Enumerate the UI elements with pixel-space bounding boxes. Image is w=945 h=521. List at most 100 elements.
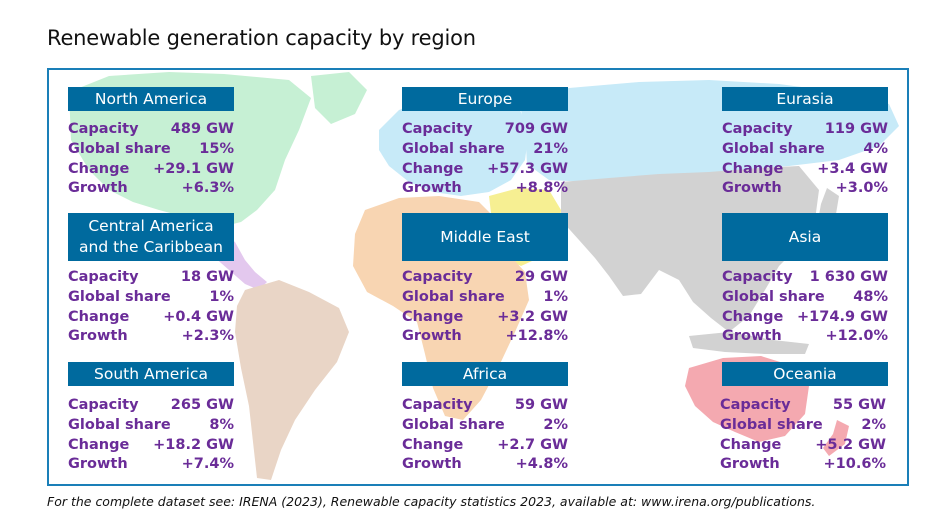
change-row: Change +29.1 GW: [68, 160, 234, 180]
share-row: Global share 2%: [402, 416, 568, 436]
growth-row: Growth +7.4%: [68, 455, 234, 475]
south-america-shape: [235, 280, 349, 480]
growth-row: Growth +12.0%: [722, 327, 888, 347]
region-header-middle-east: Middle East: [402, 213, 568, 261]
growth-value: +12.0%: [825, 328, 888, 345]
change-value: +3.4 GW: [817, 160, 888, 177]
capacity-value: 119 GW: [824, 121, 888, 137]
region-header-europe: Europe: [402, 87, 568, 111]
share-label: Global share: [68, 416, 171, 433]
capacity-row: Capacity 1 630 GW: [722, 268, 888, 288]
change-label: Change: [402, 308, 464, 325]
share-row: Global share 21%: [402, 140, 568, 160]
capacity-value: 709 GW: [504, 121, 568, 137]
change-row: Change +174.9 GW: [722, 308, 888, 328]
share-label: Global share: [68, 140, 171, 157]
growth-label: Growth: [722, 328, 782, 345]
capacity-row: Capacity 29 GW: [402, 268, 568, 288]
page-title: Renewable generation capacity by region: [47, 26, 476, 50]
stats-asia: Capacity 1 630 GW Global share 48% Change +…: [722, 268, 888, 347]
change-label: Change: [402, 436, 464, 453]
indonesia-shape: [689, 332, 809, 354]
change-value: +5.2 GW: [815, 436, 886, 453]
capacity-value: 18 GW: [180, 269, 234, 285]
share-value: 2%: [861, 416, 886, 433]
change-value: +18.2 GW: [153, 436, 234, 453]
share-value: 1%: [543, 288, 568, 305]
growth-row: Growth +2.3%: [68, 327, 234, 347]
growth-value: +10.6%: [823, 456, 886, 473]
change-row: Change +2.7 GW: [402, 436, 568, 456]
change-label: Change: [720, 436, 782, 453]
change-value: +0.4 GW: [163, 308, 234, 325]
growth-label: Growth: [720, 456, 780, 473]
share-label: Global share: [722, 140, 825, 157]
share-row: Global share 2%: [720, 416, 886, 436]
region-header-africa: Africa: [402, 362, 568, 386]
share-value: 2%: [543, 416, 568, 433]
capacity-label: Capacity: [722, 269, 793, 285]
share-value: 4%: [863, 140, 888, 157]
region-header-asia: Asia: [722, 213, 888, 261]
capacity-value: 1 630 GW: [809, 269, 888, 285]
stats-middle-east: Capacity 29 GW Global share 1% Change +3.2 …: [402, 268, 568, 347]
capacity-value: 265 GW: [170, 397, 234, 413]
change-label: Change: [68, 436, 130, 453]
capacity-label: Capacity: [68, 121, 139, 137]
capacity-row: Capacity 489 GW: [68, 120, 234, 140]
share-value: 15%: [199, 140, 234, 157]
change-row: Change +5.2 GW: [720, 436, 886, 456]
share-row: Global share 1%: [402, 288, 568, 308]
share-value: 1%: [209, 288, 234, 305]
share-row: Global share 4%: [722, 140, 888, 160]
change-label: Change: [68, 308, 130, 325]
share-row: Global share 15%: [68, 140, 234, 160]
growth-label: Growth: [68, 328, 128, 345]
growth-label: Growth: [68, 180, 128, 197]
growth-label: Growth: [68, 456, 128, 473]
change-label: Change: [722, 160, 784, 177]
capacity-label: Capacity: [402, 121, 473, 137]
change-value: +3.2 GW: [497, 308, 568, 325]
region-header-south-america: South America: [68, 362, 234, 386]
share-row: Global share 8%: [68, 416, 234, 436]
stats-north-america: Capacity 489 GW Global share 15% Change +29…: [68, 120, 234, 199]
capacity-row: Capacity 709 GW: [402, 120, 568, 140]
region-header-north-america: North America: [68, 87, 234, 111]
capacity-value: 489 GW: [170, 121, 234, 137]
growth-label: Growth: [402, 180, 462, 197]
europe-shape: [379, 94, 529, 196]
capacity-row: Capacity 59 GW: [402, 396, 568, 416]
growth-value: +12.8%: [505, 328, 568, 345]
capacity-label: Capacity: [720, 397, 791, 413]
share-row: Global share 1%: [68, 288, 234, 308]
change-label: Change: [402, 160, 464, 177]
capacity-label: Capacity: [402, 269, 473, 285]
capacity-row: Capacity 55 GW: [720, 396, 886, 416]
share-label: Global share: [402, 288, 505, 305]
region-header-oceania: Oceania: [722, 362, 888, 386]
capacity-row: Capacity 119 GW: [722, 120, 888, 140]
share-value: 48%: [853, 288, 888, 305]
growth-value: +4.8%: [515, 456, 568, 473]
change-label: Change: [68, 160, 130, 177]
share-value: 8%: [209, 416, 234, 433]
share-label: Global share: [68, 288, 171, 305]
share-value: 21%: [533, 140, 568, 157]
growth-value: +7.4%: [181, 456, 234, 473]
stats-central-america: Capacity 18 GW Global share 1% Change +0.4 …: [68, 268, 234, 347]
stats-eurasia: Capacity 119 GW Global share 4% Change +3.4…: [722, 120, 888, 199]
new-zealand-shape: [823, 420, 849, 456]
share-label: Global share: [720, 416, 823, 433]
capacity-row: Capacity 18 GW: [68, 268, 234, 288]
growth-value: +3.0%: [835, 180, 888, 197]
growth-label: Growth: [402, 328, 462, 345]
share-row: Global share 48%: [722, 288, 888, 308]
change-value: +174.9 GW: [797, 308, 888, 325]
capacity-value: 55 GW: [832, 397, 886, 413]
region-header-central-america: Central America and the Caribbean: [68, 213, 234, 261]
growth-value: +6.3%: [181, 180, 234, 197]
share-label: Global share: [722, 288, 825, 305]
capacity-label: Capacity: [68, 397, 139, 413]
region-header-eurasia: Eurasia: [722, 87, 888, 111]
